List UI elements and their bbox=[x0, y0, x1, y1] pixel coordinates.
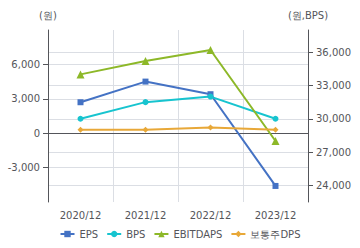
svg-text:30,000: 30,000 bbox=[316, 113, 351, 124]
svg-text:BPS: BPS bbox=[126, 229, 145, 240]
svg-text:2022/12: 2022/12 bbox=[190, 210, 232, 221]
svg-text:27,000: 27,000 bbox=[316, 147, 351, 158]
svg-text:(원): (원) bbox=[39, 10, 57, 21]
svg-text:0: 0 bbox=[34, 128, 40, 139]
svg-text:2021/12: 2021/12 bbox=[125, 210, 167, 221]
svg-text:24,000: 24,000 bbox=[316, 180, 351, 191]
svg-text:(원,BPS): (원,BPS) bbox=[288, 10, 328, 21]
svg-text:EPS: EPS bbox=[80, 229, 99, 240]
svg-text:3,000: 3,000 bbox=[11, 93, 40, 104]
svg-text:6,000: 6,000 bbox=[11, 59, 40, 70]
svg-text:-3,000: -3,000 bbox=[8, 162, 40, 173]
svg-text:보통주DPS: 보통주DPS bbox=[250, 229, 300, 240]
svg-text:2020/12: 2020/12 bbox=[60, 210, 102, 221]
svg-text:33,000: 33,000 bbox=[316, 80, 351, 91]
svg-text:2023/12: 2023/12 bbox=[255, 210, 297, 221]
svg-text:36,000: 36,000 bbox=[316, 47, 351, 58]
svg-text:EBITDAPS: EBITDAPS bbox=[173, 229, 222, 240]
